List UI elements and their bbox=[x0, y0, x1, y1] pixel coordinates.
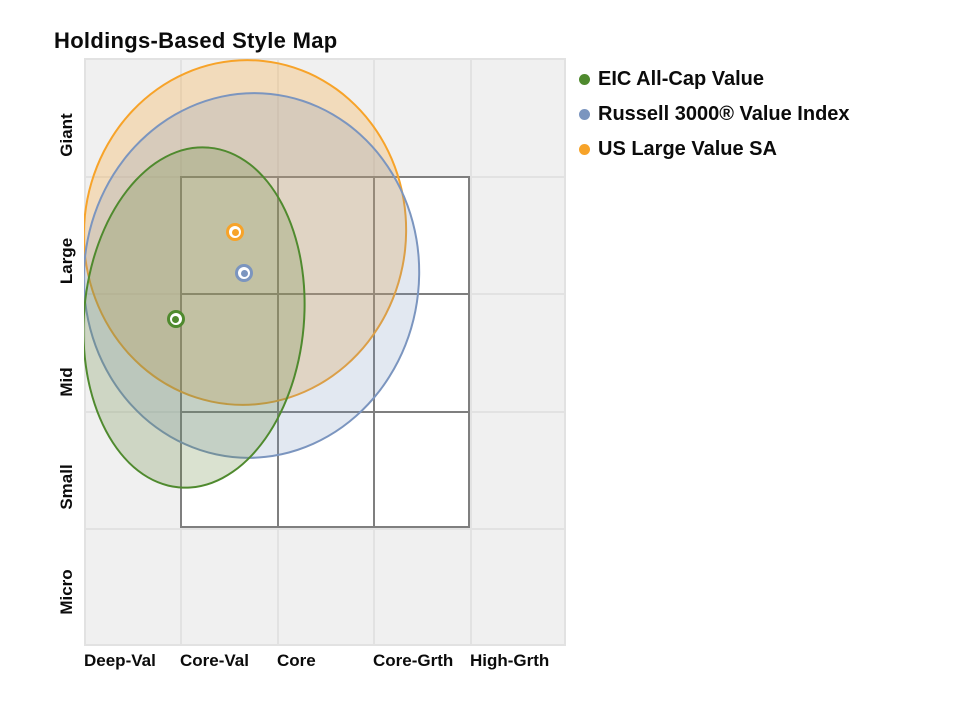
x-axis-label: Core-Val bbox=[180, 651, 249, 670]
legend-item: EIC All-Cap Value bbox=[579, 62, 850, 97]
style-box-line-vertical bbox=[373, 177, 376, 527]
gridline-horizontal bbox=[84, 528, 566, 531]
legend-item: US Large Value SA bbox=[579, 132, 850, 167]
legend-item: Russell 3000® Value Index bbox=[579, 97, 850, 132]
y-axis-label: Large bbox=[57, 237, 76, 285]
gridline-vertical bbox=[84, 58, 86, 646]
centroid-marker-core bbox=[240, 269, 248, 277]
legend-swatch-icon bbox=[579, 109, 590, 120]
legend-swatch-icon bbox=[579, 74, 590, 85]
gridline-vertical bbox=[469, 58, 472, 646]
y-axis-label: Small bbox=[57, 464, 76, 510]
chart-title: Holdings-Based Style Map bbox=[54, 28, 338, 53]
centroid-marker-core bbox=[231, 228, 239, 236]
legend-label: US Large Value SA bbox=[598, 138, 777, 160]
legend-label: EIC All-Cap Value bbox=[598, 68, 764, 90]
legend-swatch-icon bbox=[579, 144, 590, 155]
style-box-line-horizontal bbox=[182, 293, 468, 296]
style-box-line-vertical bbox=[276, 177, 279, 527]
x-axis-label: Deep-Val bbox=[84, 651, 156, 670]
centroid-marker bbox=[235, 264, 254, 283]
x-axis-label: High-Grth bbox=[470, 651, 550, 670]
legend-label: Russell 3000® Value Index bbox=[598, 103, 850, 125]
y-axis-label: Micro bbox=[57, 569, 76, 615]
centroid-marker-core bbox=[172, 315, 180, 323]
gridline-horizontal bbox=[84, 644, 566, 646]
gridline-horizontal bbox=[84, 58, 566, 60]
centroid-marker bbox=[166, 310, 185, 329]
plot-area bbox=[84, 58, 566, 646]
y-axis-label: Giant bbox=[57, 113, 76, 157]
style-box-line-horizontal bbox=[182, 410, 468, 413]
x-axis-label: Core-Grth bbox=[373, 651, 454, 670]
legend: EIC All-Cap Value Russell 3000® Value Ind… bbox=[579, 62, 850, 167]
x-axis-label: Core bbox=[277, 651, 316, 670]
centroid-marker bbox=[226, 223, 245, 242]
gridline-vertical bbox=[564, 58, 566, 646]
y-axis-label: Mid bbox=[57, 367, 76, 397]
